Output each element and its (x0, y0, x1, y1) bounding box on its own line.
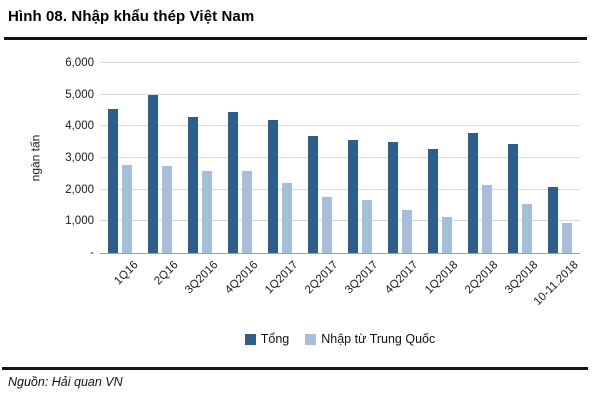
bar-total (268, 120, 278, 253)
x-tick-label: 2Q2017 (303, 259, 341, 297)
x-tick-label: 2Q2018 (463, 259, 501, 297)
bar-total (188, 116, 198, 253)
bar-total (428, 148, 438, 253)
legend-swatch (305, 333, 317, 345)
bar-group (340, 63, 380, 253)
x-tick-label: 3Q2018 (503, 259, 541, 297)
y-tick-label: 2,000 (65, 183, 94, 196)
bar-china (122, 165, 132, 253)
y-tick-label: 3,000 (65, 152, 94, 164)
bar-china (202, 170, 212, 253)
bar-china (562, 222, 572, 253)
bar-total (548, 186, 558, 253)
bar-china (442, 217, 452, 253)
legend-item: Nhập từ Trung Quốc (305, 332, 435, 346)
y-tick-label: 6,000 (65, 57, 94, 69)
bar-china (322, 197, 332, 253)
y-tick-label: 4,000 (65, 120, 94, 133)
bar-group (460, 63, 500, 253)
bar-china (522, 203, 532, 253)
legend-item: Tổng (244, 332, 290, 346)
legend-label: Tổng (260, 332, 290, 346)
bar-groups (100, 63, 580, 253)
bar-group (220, 63, 260, 253)
bar-total (468, 133, 478, 253)
gridline (100, 125, 580, 127)
bar-china (282, 183, 292, 253)
bar-china (402, 210, 412, 253)
bar-total (508, 143, 518, 253)
bar-total (388, 142, 398, 253)
x-tick-label: 1Q2018 (423, 259, 461, 297)
y-tick-label: - (90, 247, 94, 259)
bar-china (162, 165, 172, 253)
bar-group (500, 63, 540, 253)
source-note: Nguồn: Hải quan VN (8, 375, 123, 389)
bar-group (180, 63, 220, 253)
x-tick-label: 3Q2017 (343, 259, 381, 297)
y-tick-label: 1,000 (65, 215, 94, 228)
bar-china (362, 200, 372, 253)
x-tick-label: 1Q16 (112, 259, 141, 288)
bar-group (420, 63, 460, 253)
x-tick-label: 3Q2016 (183, 259, 221, 297)
legend-label: Nhập từ Trung Quốc (321, 332, 436, 346)
bar-china (242, 170, 252, 253)
gridline (100, 93, 580, 95)
x-tick-label: 4Q2017 (383, 259, 421, 297)
x-tick-label: 1Q2017 (263, 259, 301, 297)
bar-china (482, 184, 492, 253)
chart-title: Hình 08. Nhập khẩu thép Việt Nam (8, 8, 255, 25)
x-tick-label: 4Q2016 (223, 259, 261, 297)
bar-group (380, 63, 420, 253)
gridline (100, 188, 580, 190)
bar-total (148, 94, 158, 253)
footer-rule (2, 367, 588, 370)
plot-area (100, 62, 580, 254)
bar-group (260, 63, 300, 253)
gridline (100, 220, 580, 222)
legend-swatch (244, 333, 256, 345)
gridline (100, 157, 580, 158)
x-tick-label: 2Q16 (152, 259, 181, 288)
bar-group (140, 63, 180, 253)
legend: Tổng Nhập từ Trung Quốc (100, 332, 580, 346)
gridline (100, 62, 580, 63)
bar-total (348, 139, 358, 253)
y-tick-label: 5,000 (65, 88, 94, 101)
bar-total (108, 108, 118, 253)
bar-total (308, 135, 318, 253)
x-axis-labels: 1Q16 2Q16 3Q2016 4Q2016 1Q2017 2Q2017 3Q2017 4Q… (100, 256, 580, 334)
bar-total (228, 112, 238, 253)
bar-group (540, 63, 580, 253)
bar-group (300, 63, 340, 253)
title-underline (4, 37, 587, 40)
bar-group (100, 63, 140, 253)
